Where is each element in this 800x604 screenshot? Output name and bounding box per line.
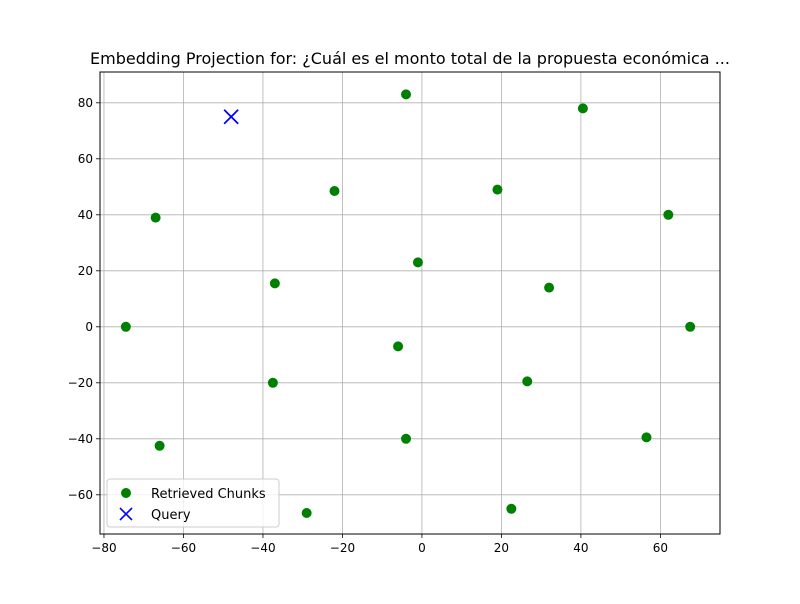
retrieved-chunk-point <box>401 433 412 444</box>
y-tick-label: −40 <box>68 432 93 446</box>
retrieved-chunk-point <box>393 341 404 352</box>
legend-box <box>106 478 280 528</box>
retrieved-chunk-point <box>120 321 131 332</box>
retrieved-chunk-point <box>522 376 533 387</box>
x-tick-label: 60 <box>653 541 668 555</box>
retrieved-chunk-point <box>269 278 280 289</box>
y-tick-label: 0 <box>85 320 93 334</box>
y-tick-label: 20 <box>78 264 93 278</box>
y-tick-label: −60 <box>68 488 93 502</box>
x-tick-label: 0 <box>418 541 426 555</box>
retrieved-chunk-point <box>412 257 423 268</box>
legend-marker-retrieved-chunks <box>121 488 131 498</box>
retrieved-chunk-point <box>506 503 517 514</box>
retrieved-chunk-point <box>401 89 412 100</box>
x-tick-label: 20 <box>494 541 509 555</box>
x-tick-label: −80 <box>91 541 116 555</box>
retrieved-chunk-point <box>492 184 503 195</box>
y-tick-label: 40 <box>78 208 93 222</box>
legend-marker-query <box>119 507 133 521</box>
retrieved-chunk-point <box>544 282 555 293</box>
retrieved-chunk-point <box>663 209 674 220</box>
retrieved-chunk-point <box>267 377 278 388</box>
retrieved-chunk-point <box>150 212 161 223</box>
plot-frame <box>99 71 721 535</box>
legend: Retrieved Chunks Query <box>106 478 280 528</box>
retrieved-chunk-point <box>154 440 165 451</box>
retrieved-chunk-point <box>641 432 652 443</box>
chart-title: Embedding Projection for: ¿Cuál es el mo… <box>90 49 730 68</box>
x-tick-label: 40 <box>573 541 588 555</box>
retrieved-chunk-point <box>329 186 340 196</box>
x-tick-label: −40 <box>250 541 275 555</box>
legend-label-query: Query <box>151 508 191 523</box>
axis-ticks: −80 −60 −40 −20 0 20 40 60 −60 −40 −20 0 20 40 60 80 <box>68 96 668 555</box>
x-tick-label: −20 <box>330 541 355 555</box>
y-tick-label: 80 <box>78 96 93 110</box>
retrieved-chunk-point <box>685 321 696 332</box>
retrieved-chunk-point <box>301 508 312 518</box>
query-point <box>223 109 239 125</box>
legend-label-retrieved-chunks: Retrieved Chunks <box>151 487 266 502</box>
retrieved-chunk-point <box>577 103 588 114</box>
y-tick-label: −20 <box>68 376 93 390</box>
x-tick-label: −60 <box>171 541 196 555</box>
y-tick-label: 60 <box>78 152 93 166</box>
data-points <box>120 89 696 518</box>
